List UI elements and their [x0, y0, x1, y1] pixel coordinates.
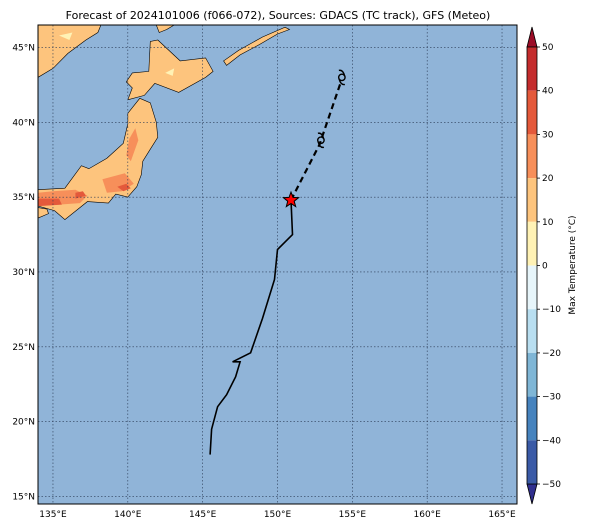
hot-region-tokyo [117, 183, 131, 192]
lon-tick-label: 160°E [414, 510, 442, 520]
lat-tick-label: 45°N [12, 43, 35, 53]
colorbar-segment [527, 440, 537, 484]
lat-tick-label: 35°N [12, 193, 35, 203]
colorbar-extend-max [526, 26, 538, 48]
map-panel: 135°E 140°E 145°E 150°E 155°E 160°E 165°E 15°N… [12, 24, 518, 520]
colorbar-segment [527, 265, 537, 310]
colorbar-label: Max Temperature (°C) [568, 215, 578, 314]
colorbar-segment [527, 396, 537, 441]
hot-region-osaka [38, 198, 62, 207]
colorbar-tick-label: 20 [542, 174, 554, 184]
kuril-islands [223, 26, 291, 66]
colorbar-tick-label: −40 [542, 436, 561, 446]
hokkaido [125, 39, 214, 101]
colorbar-tick-label: −30 [542, 393, 561, 403]
current-position-star-icon [282, 190, 300, 208]
colorbar-segment [527, 90, 537, 135]
colorbar-segment [527, 221, 537, 266]
cold-region-asia [59, 32, 73, 40]
longitude-ticks: 135°E 140°E 145°E 150°E 155°E 160°E 165°E [39, 510, 516, 520]
lon-tick-label: 155°E [339, 510, 367, 520]
colorbar-tick-label: −50 [542, 480, 561, 490]
colorbar-tick-label: 30 [542, 130, 554, 140]
cold-region-hokkaido [165, 68, 175, 76]
colorbar-tick-label: −20 [542, 349, 561, 359]
colorbar-tick-label: 40 [542, 87, 554, 97]
map-gridlines [38, 25, 517, 504]
asia-mainland [38, 25, 102, 78]
colorbar-tick-label: 0 [542, 262, 548, 272]
sakhalin [155, 25, 175, 33]
shikoku [38, 207, 49, 219]
latitude-ticks: 15°N 20°N 25°N 30°N 35°N 40°N 45°N [12, 43, 35, 502]
cyclone-track [209, 69, 346, 455]
lon-tick-label: 140°E [114, 510, 142, 520]
lat-tick-label: 25°N [12, 343, 35, 353]
lat-tick-label: 40°N [12, 118, 35, 128]
map-frame [37, 24, 518, 505]
track-observed-line [209, 200, 294, 455]
colorbar-tick-label: −10 [542, 305, 561, 315]
colorbar: 50 40 30 20 10 0 −10 −20 −30 −40 −50 [526, 26, 561, 505]
colorbar-tick-label: 10 [542, 218, 554, 228]
lon-tick-label: 150°E [264, 510, 292, 520]
lon-tick-label: 135°E [39, 510, 67, 520]
colorbar-segment [527, 178, 537, 222]
colorbar-segment [527, 352, 537, 397]
colorbar-segment [527, 47, 537, 91]
lon-tick-label: 145°E [189, 510, 217, 520]
colorbar-segment [527, 134, 537, 179]
storm-symbol-icon [317, 132, 325, 149]
figure-title: Forecast of 2024101006 (f066-072), Sourc… [66, 9, 491, 22]
lat-tick-label: 15°N [12, 493, 35, 503]
storm-symbol-icon [337, 69, 346, 86]
lon-tick-label: 165°E [488, 510, 516, 520]
colorbar-extend-min [526, 483, 538, 505]
hot-region-nagoya [75, 191, 86, 199]
warm-region-tohoku [126, 128, 139, 162]
colorbar-segment [527, 309, 537, 353]
land-temperature-fill [38, 25, 291, 220]
colorbar-tick-label: 50 [542, 43, 554, 53]
lat-tick-label: 20°N [12, 418, 35, 428]
lat-tick-label: 30°N [12, 268, 35, 278]
